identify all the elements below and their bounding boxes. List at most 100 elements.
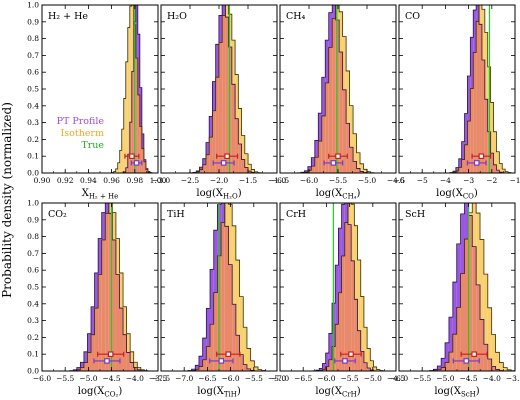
isotherm-bar (127, 27, 130, 155)
x-tick-label: −6 (393, 176, 404, 185)
overlap-bar (133, 367, 138, 371)
x-axis-label: log(XCO₂) (78, 386, 123, 399)
pt-profile-errorbar (323, 160, 344, 166)
x-tick-label: −6.0 (221, 374, 239, 383)
x-axis-label: log(XCrH) (315, 386, 360, 399)
overlap-bar (210, 324, 214, 371)
x-axis-label: log(XCH₄) (316, 188, 361, 201)
x-tick-label: −3.0 (152, 176, 170, 185)
overlap-bar (487, 359, 492, 371)
pt-profile-bar (461, 141, 465, 160)
overlap-bar (91, 334, 95, 371)
overlap-bar (246, 368, 251, 371)
y-tick-label: 0.9 (27, 17, 39, 26)
x-tick-label: 0.98 (126, 176, 143, 185)
overlap-bar (112, 239, 116, 371)
overlap-bar (448, 352, 453, 371)
pt-profile-bar (433, 369, 438, 371)
overlap-bar (125, 167, 128, 173)
x-tick-label: −4 (440, 176, 451, 185)
pt-profile-bar (94, 272, 99, 309)
isotherm-bar (351, 204, 355, 261)
overlap-bar (76, 369, 81, 371)
pt-profile-bar (199, 167, 203, 170)
overlap-bar (225, 17, 229, 174)
overlap-bar (325, 366, 329, 371)
x-axis-label: log(XCO) (436, 188, 478, 201)
pt-profile-bar (139, 87, 142, 127)
isotherm-bar (363, 327, 368, 363)
pt-profile-bar (464, 203, 469, 240)
pt-profile-bar (452, 171, 456, 173)
pt-profile-bar (304, 170, 308, 173)
pt-profile-bar (338, 228, 342, 293)
overlap-bar (328, 47, 333, 173)
isotherm-bar (235, 74, 239, 119)
pt-profile-bar (458, 158, 462, 168)
isotherm-outline (180, 202, 270, 372)
overlap-bar (307, 170, 312, 173)
isotherm-bar (113, 171, 116, 173)
isotherm-bar (353, 133, 357, 162)
overlap-bar (235, 335, 240, 371)
x-tick-label: −5.0 (79, 374, 97, 383)
overlap-bar (141, 148, 144, 173)
isotherm-bar (496, 151, 500, 171)
overlap-bar (328, 359, 333, 371)
x-tick-label: 1.00 (150, 176, 167, 185)
overlap-bar (87, 352, 92, 371)
pt-profile-bar (341, 204, 345, 256)
y-tick-label: 0.8 (27, 232, 39, 241)
isotherm-outline (293, 4, 378, 174)
overlap-bar (468, 215, 473, 371)
x-tick-label: −6.0 (317, 374, 335, 383)
pt-profile-errorbar (466, 160, 487, 166)
isotherm-bar (363, 169, 367, 173)
pt-profile-bar (452, 282, 457, 335)
isotherm-bar (495, 352, 500, 370)
overlap-bar (493, 164, 497, 173)
overlap-bar (143, 161, 146, 173)
panels-group: 0.90 0.92 0.94 0.96 0.98 1.00 0.0 0.1 0.2 0.3 0.4 0… (27, 1, 520, 399)
overlap-bar (461, 159, 465, 173)
isotherm-outline (109, 4, 159, 174)
x-tick-label: −4.5 (387, 374, 405, 383)
pt-profile-bar (105, 203, 109, 214)
isotherm-bar (133, 362, 138, 368)
overlap-bar (347, 224, 352, 371)
overlap-bar (363, 362, 368, 371)
pt-profile-bar (143, 159, 146, 162)
panel-title: CO (405, 11, 420, 22)
overlap-bar (346, 123, 350, 173)
pt-profile-bar (137, 34, 140, 95)
overlap-bar (437, 369, 442, 371)
isotherm-bar (131, 5, 134, 72)
pt-profile-bar (198, 356, 203, 367)
pt-profile-bar (210, 269, 214, 325)
x-tick-label: −7.0 (271, 374, 289, 383)
isotherm-bar (367, 348, 371, 369)
overlap-bar (209, 137, 213, 173)
overlap-bar (243, 364, 247, 371)
y-tick-label: 0.0 (27, 169, 39, 178)
overlap-bar (123, 171, 126, 173)
y-tick-label: 0.0 (27, 367, 39, 376)
isotherm-bar (250, 360, 255, 371)
isotherm-bar (123, 306, 127, 335)
isotherm-bar (241, 135, 245, 160)
pt-profile-bar (191, 369, 196, 371)
overlap-bar (318, 141, 322, 173)
pt-profile-bar (215, 44, 219, 78)
isotherm-bar (476, 213, 481, 285)
isotherm-bar (129, 6, 132, 123)
overlap-bar (218, 42, 223, 173)
overlap-bar (108, 213, 113, 371)
y-tick-label: 0.4 (27, 299, 39, 308)
overlap-bar (495, 369, 500, 371)
overlap-bar (472, 246, 477, 371)
panel-1: 0.90 0.92 0.94 0.96 0.98 1.00 0.0 0.1 0.2 0.3 0.4 0… (27, 1, 167, 201)
isotherm-errorbar (340, 351, 362, 358)
isotherm-bar (248, 164, 252, 172)
pt-profile-bar (464, 113, 468, 145)
